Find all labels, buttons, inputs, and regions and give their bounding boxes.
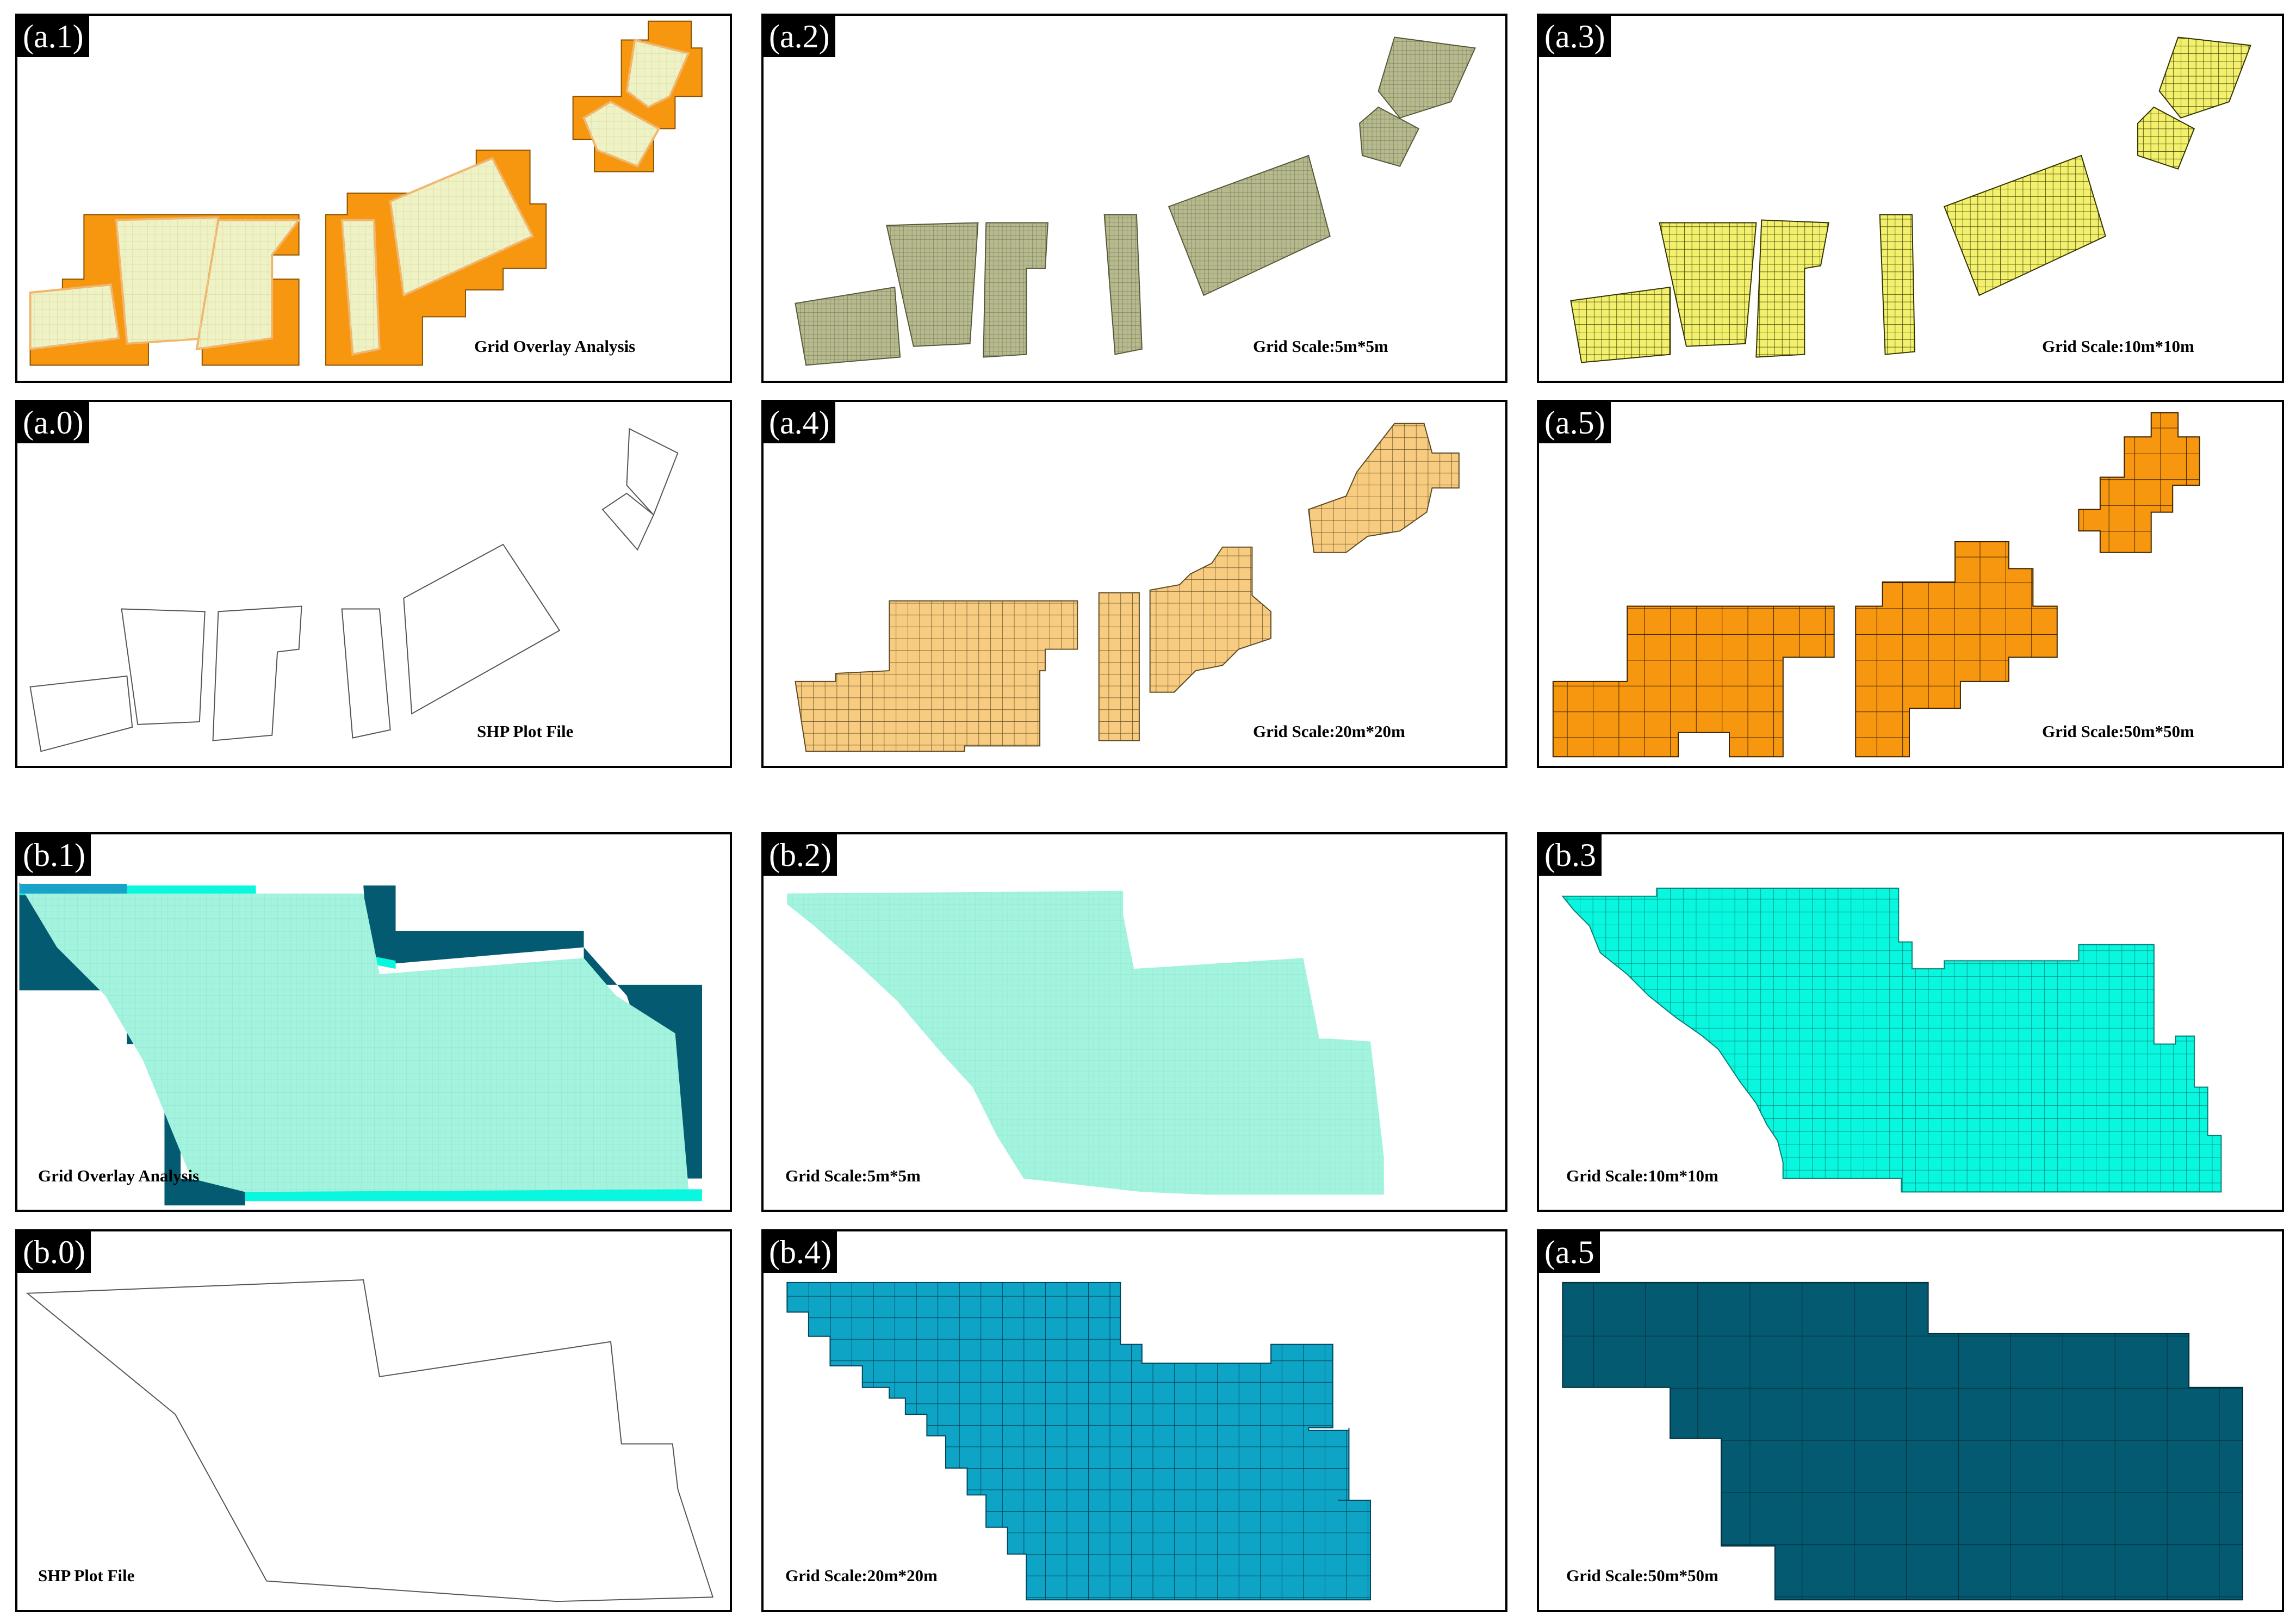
panel-tag: (a.2) [764,16,835,57]
grid-10m-map-a [1570,36,2251,363]
panel-tag: (b.0) [17,1231,91,1273]
panel-caption: Grid Scale:5m*5m [1253,337,1388,356]
panel-tag: (b.3 [1539,834,1602,876]
grid-50m-lines [1562,1282,2243,1600]
grid-50m-lines [1553,412,2200,757]
grid-20m-map-b [786,1281,1371,1601]
panel-caption: SHP Plot File [38,1566,135,1585]
plot-outlines [29,428,679,752]
panel-a1: (a.1) Grid Overlay Analysis [15,14,732,383]
panel-tag: (a.5) [1539,402,1611,443]
panel-caption: Grid Overlay Analysis [474,337,636,356]
panel-caption: Grid Overlay Analysis [38,1166,200,1185]
grid-20m-map-a [795,423,1460,752]
shp-plot-outline-a [29,428,679,752]
panel-a3: (a.3) Grid Scale:10m*10m [1537,14,2284,383]
grid-20m-lines [787,1282,1371,1600]
panel-b5: (a.5 Grid Scale:50m*50m [1537,1229,2284,1612]
panel-caption: Grid Scale:10m*10m [2042,337,2194,356]
shp-plot-outline-b [26,1279,714,1602]
panel-a5: (a.5) Grid Scale:50m*50m [1537,400,2284,768]
panel-a4: (a.4) Grid Scale:20m*20m [761,400,1507,768]
panel-tag: (a.0) [17,402,89,443]
panel-b1: (b.1) Grid Overlay Analysis [15,832,732,1212]
panel-tag: (a.3) [1539,16,1611,57]
panel-tag: (a.5 [1539,1231,1600,1273]
panel-caption: Grid Scale:5m*5m [785,1166,921,1185]
panel-caption: SHP Plot File [477,722,574,741]
panel-tag: (b.4) [764,1231,837,1273]
grid-overlay-map-b [19,882,702,1206]
panel-b0: (b.0) SHP Plot File [15,1229,732,1612]
blue-edge-cells [19,883,127,894]
grid-10m-map-b [1561,887,2222,1193]
panel-tag: (b.1) [17,834,91,876]
grid-10m-lines [1562,888,2221,1192]
plot-fine-grid [30,40,689,355]
panel-b4: (b.4) Grid Scale:20m*20m [761,1229,1507,1612]
panel-a2: (a.2) Grid Scale:5m*5m [761,14,1507,383]
grid-5m-lines [787,890,1384,1195]
grid-10m-lines [1571,37,2251,363]
plot-outline [26,1279,714,1602]
panel-caption: Grid Scale:20m*20m [785,1566,938,1585]
panel-b2: (b.2) Grid Scale:5m*5m [761,832,1507,1212]
panel-tag: (b.2) [764,834,837,876]
grid-overlay-map-a [29,20,703,366]
grid-20m-lines [795,423,1459,752]
grid-50m-map-b [1562,1281,2243,1601]
panel-caption: Grid Scale:50m*50m [1566,1566,1718,1585]
grid-5m-map-a [795,36,1476,366]
grid-50m-map-a [1552,412,2200,758]
panel-a0: (a.0) SHP Plot File [15,400,732,768]
panel-tag: (a.1) [17,16,89,57]
plot-fine-grid [24,893,689,1192]
panel-caption: Grid Scale:50m*50m [2042,722,2194,741]
grid-5m-map-b [787,890,1384,1195]
panel-caption: Grid Scale:10m*10m [1566,1166,1718,1185]
grid-5m-lines [795,37,1475,366]
panel-tag: (a.4) [764,402,835,443]
panel-b3: (b.3 Grid Scale:10m*10m [1537,832,2284,1212]
panel-caption: Grid Scale:20m*20m [1253,722,1405,741]
